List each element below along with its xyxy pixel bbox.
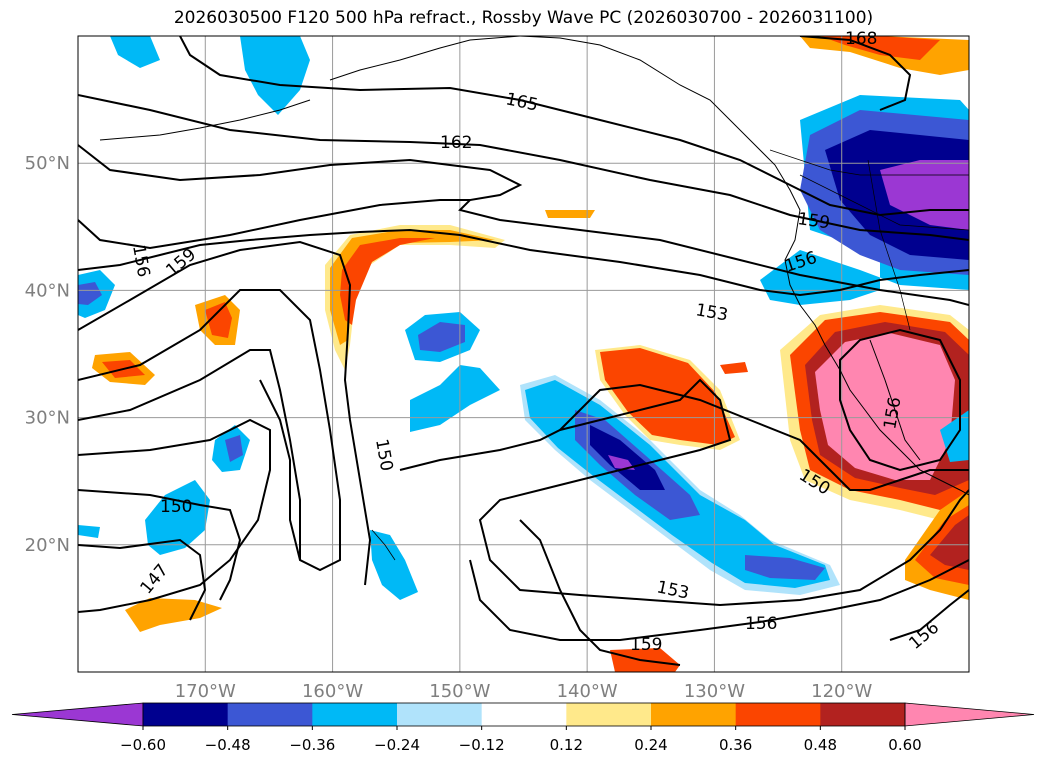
latitude-labels: 50°N 40°N 30°N 20°N bbox=[25, 153, 70, 556]
contour-168 bbox=[799, 36, 912, 111]
anomaly-shade bbox=[110, 36, 160, 68]
colorbar-box bbox=[481, 703, 567, 726]
contour-153b bbox=[399, 378, 969, 607]
anomaly-shade bbox=[145, 480, 210, 555]
colorbar-frame bbox=[142, 702, 906, 727]
height-contours bbox=[78, 36, 969, 666]
contour-156d bbox=[889, 589, 969, 641]
border-line bbox=[867, 159, 911, 331]
colorbar-box bbox=[735, 703, 821, 726]
longitude-label: 170°W bbox=[175, 681, 236, 702]
longitude-label: 140°W bbox=[557, 681, 618, 702]
anomaly-shade bbox=[205, 302, 232, 338]
hawaii-islands bbox=[371, 529, 396, 561]
anomaly-shade bbox=[880, 160, 969, 230]
contour-147b bbox=[78, 489, 242, 601]
map-gridlines bbox=[78, 36, 969, 672]
contour-150 bbox=[78, 289, 341, 572]
latitude-label: 30°N bbox=[25, 408, 70, 429]
border-line bbox=[799, 174, 969, 231]
colorbar-tick-label: 0.24 bbox=[634, 736, 667, 754]
longitude-labels: 170°W 160°W 150°W 140°W 130°W 120°W bbox=[175, 681, 873, 702]
colorbar-tick-label: 0.48 bbox=[804, 736, 837, 754]
contour-150b bbox=[78, 349, 301, 560]
colorbar-extend-low bbox=[11, 702, 144, 727]
contour-label: 156 bbox=[745, 614, 777, 634]
contour-156c bbox=[839, 328, 961, 472]
contour-156 bbox=[78, 228, 969, 297]
anomaly-shade bbox=[418, 322, 465, 352]
colorbar-box bbox=[651, 703, 737, 726]
anomaly-shade bbox=[930, 515, 969, 570]
colorbar-box bbox=[397, 703, 483, 726]
contour-162 bbox=[78, 94, 969, 241]
contour-label: 168 bbox=[845, 29, 877, 49]
anomaly-shade bbox=[240, 36, 310, 115]
anomaly-shade bbox=[340, 238, 435, 325]
anomaly-shade bbox=[78, 282, 102, 305]
colorbar-extend-high bbox=[904, 702, 1035, 727]
contour-159c bbox=[519, 519, 681, 666]
colorbar-tick-label: −0.60 bbox=[120, 736, 166, 754]
longitude-label: 160°W bbox=[302, 681, 363, 702]
contour-label: 159 bbox=[630, 635, 662, 655]
colorbar-ticks: −0.60 −0.48 −0.36 −0.24 −0.12 0.12 0.24 0.36 0.4… bbox=[120, 726, 922, 754]
contour-147c bbox=[78, 538, 207, 621]
aleutian-islands bbox=[99, 99, 311, 141]
contour-156b bbox=[469, 559, 969, 641]
longitude-label: 150°W bbox=[429, 681, 490, 702]
colorbar-box bbox=[820, 703, 906, 726]
anomaly-shade bbox=[745, 555, 825, 580]
colorbar-tick-label: −0.12 bbox=[459, 736, 505, 754]
anomaly-shade bbox=[720, 362, 748, 374]
contour-165 bbox=[179, 36, 969, 217]
anomaly-shade bbox=[78, 525, 100, 538]
map-plot-area: 165 162 159 159 156 156 153 150 150 147 … bbox=[77, 29, 970, 673]
anomaly-shade bbox=[600, 348, 735, 445]
colorbar-tick-label: 0.12 bbox=[550, 736, 583, 754]
contour-label: 162 bbox=[440, 133, 472, 153]
colorbar bbox=[11, 702, 1035, 727]
latitude-label: 20°N bbox=[25, 535, 70, 556]
contour-153 bbox=[78, 240, 372, 586]
anomaly-shade bbox=[545, 210, 595, 218]
contour-147 bbox=[78, 418, 271, 613]
longitude-label: 130°W bbox=[684, 681, 745, 702]
latitude-label: 50°N bbox=[25, 153, 70, 174]
border-line bbox=[769, 149, 969, 176]
plot-frame bbox=[77, 35, 970, 673]
longitude-label: 120°W bbox=[811, 681, 872, 702]
map-title: 2026030500 F120 500 hPa refract., Rossby… bbox=[173, 8, 874, 28]
contour-label: 150 bbox=[160, 497, 192, 517]
colorbar-tick-label: −0.36 bbox=[289, 736, 335, 754]
colorbar-box bbox=[312, 703, 398, 726]
alaska-coast bbox=[329, 36, 521, 81]
anomaly-shade bbox=[815, 333, 955, 480]
anomaly-shade bbox=[590, 425, 665, 490]
colorbar-box bbox=[566, 703, 652, 726]
contour-159b bbox=[78, 199, 470, 250]
latitude-label: 40°N bbox=[25, 280, 70, 301]
colorbar-tick-label: 0.36 bbox=[719, 736, 752, 754]
colorbar-tick-label: −0.48 bbox=[205, 736, 251, 754]
colorbar-box bbox=[227, 703, 313, 726]
contour-150c bbox=[559, 383, 969, 491]
anomaly-shade bbox=[410, 365, 500, 432]
anomaly-shade bbox=[370, 530, 418, 600]
colorbar-tick-label: −0.24 bbox=[374, 736, 420, 754]
contour-label: 159 bbox=[796, 209, 831, 233]
baja-coast bbox=[869, 339, 921, 461]
colorbar-tick-label: 0.60 bbox=[888, 736, 921, 754]
anomaly-shade bbox=[820, 36, 940, 60]
anomaly-shade bbox=[225, 435, 243, 462]
anomaly-shade bbox=[608, 455, 635, 470]
colorbar-box bbox=[143, 703, 229, 726]
